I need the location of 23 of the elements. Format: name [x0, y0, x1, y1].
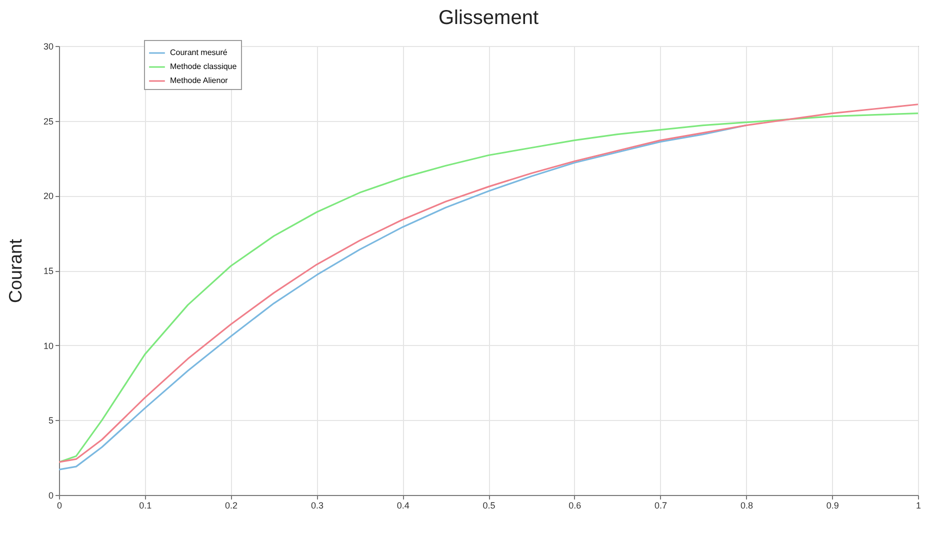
x-tick-label: 0.9 — [826, 500, 839, 510]
x-tick-label: 0.2 — [225, 500, 238, 510]
x-tick-label: 1 — [916, 500, 922, 510]
x-tick-label: 0 — [56, 500, 62, 510]
y-tick-label: 15 — [43, 266, 54, 276]
x-tick-label: 0.6 — [568, 500, 582, 510]
y-tick-label: 5 — [48, 416, 54, 426]
y-tick-label: 0 — [48, 490, 54, 500]
x-tick-label: 0.3 — [310, 500, 324, 510]
y-tick-label: 30 — [43, 42, 54, 52]
y-axis-title: Courant — [5, 238, 26, 304]
x-tick-label: 0.8 — [740, 500, 753, 510]
chart-title: Glissement — [438, 7, 539, 29]
y-tick-label: 10 — [43, 340, 54, 351]
x-tick-label: 0.7 — [654, 500, 668, 510]
x-tick-label: 0.5 — [482, 500, 496, 510]
y-tick-label: 20 — [43, 191, 54, 202]
y-tick-label: 25 — [43, 116, 54, 126]
x-tick-label: 0.4 — [396, 500, 410, 510]
legend-label: Courant mesuré — [170, 48, 228, 57]
legend-label: Methode Alienor — [170, 76, 228, 85]
x-tick-label: 0.1 — [139, 500, 152, 510]
legend-label: Methode classique — [170, 62, 238, 71]
